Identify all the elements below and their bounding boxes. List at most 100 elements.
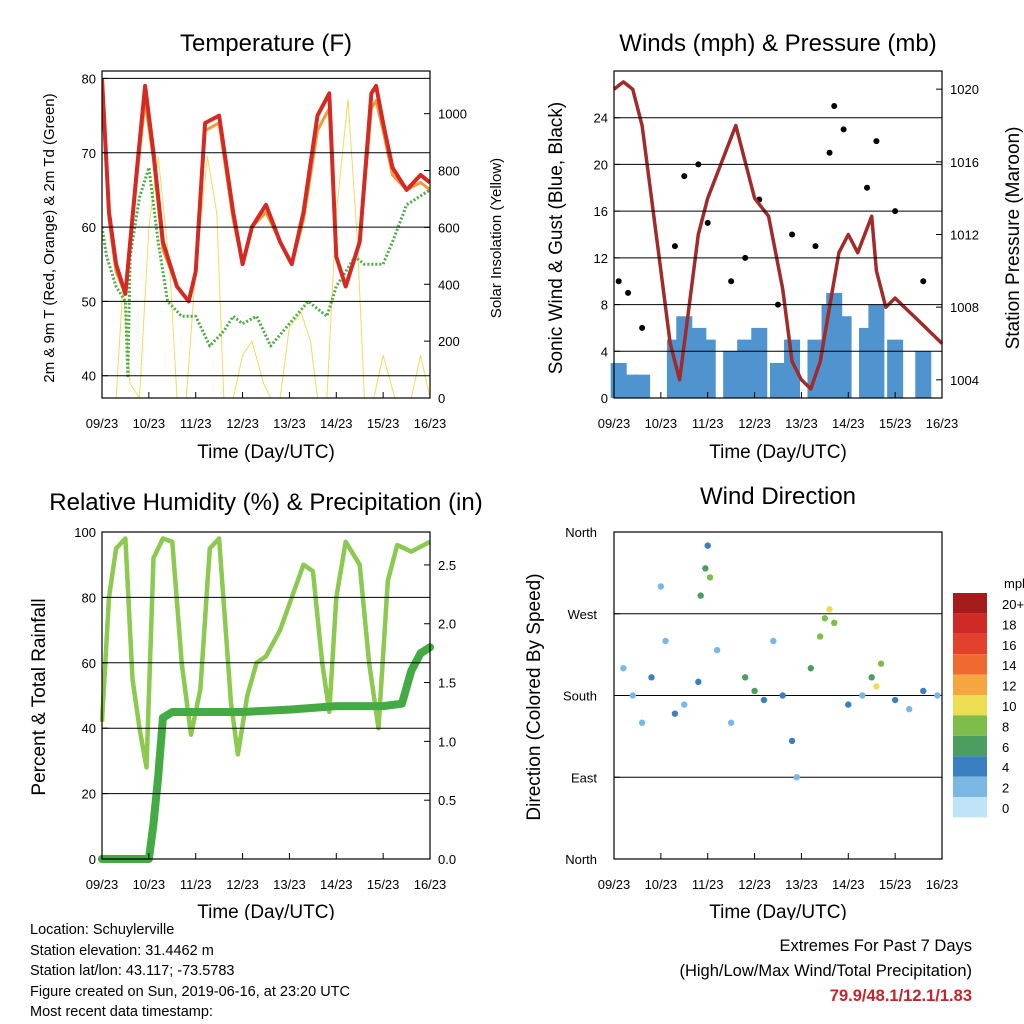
y-tick-label: 16 xyxy=(594,204,608,219)
extremes-values: 79.9/48.1/12.1/1.83 xyxy=(829,987,972,1005)
wind-direction-point xyxy=(788,737,796,745)
x-tick-label: 09/23 xyxy=(86,416,119,431)
wind-gust-point xyxy=(615,278,622,285)
wind-direction-point xyxy=(807,665,814,672)
y2-tick-label: 400 xyxy=(438,277,460,292)
y2-tick-label: 1004 xyxy=(950,373,979,388)
humidity-xlabel: Time (Day/UTC) xyxy=(197,902,335,920)
wind-direction-point xyxy=(859,692,866,699)
y2-tick-label: 1000 xyxy=(438,107,467,122)
wind-gust-point xyxy=(873,138,880,145)
extremes-summary: Extremes For Past 7 Days (High/Low/Max W… xyxy=(679,934,972,1009)
legend-swatch xyxy=(953,776,987,797)
wind-speed-mark xyxy=(835,316,852,398)
wind-gust-point xyxy=(789,231,796,238)
y2-tick-label: 0.0 xyxy=(438,852,456,867)
wind-direction-point xyxy=(779,692,786,699)
temperature-ylabel-left: 2m & 9m T (Red, Orange) & 2m Td (Green) xyxy=(41,93,58,382)
direction-tick-label: East xyxy=(571,770,597,785)
y-tick-label: 40 xyxy=(82,721,96,736)
x-tick-label: 09/23 xyxy=(598,416,631,431)
direction-tick-label: North xyxy=(565,525,597,540)
legend-label: 16 xyxy=(1002,638,1016,653)
wind-direction-point xyxy=(873,683,880,690)
wind-direction-point xyxy=(638,719,646,726)
y-tick-label: 80 xyxy=(82,590,96,605)
x-tick-label: 12/23 xyxy=(226,416,259,431)
x-tick-label: 16/23 xyxy=(414,877,447,892)
y-tick-label: 100 xyxy=(74,525,96,540)
y2-tick-label: 2.5 xyxy=(438,558,456,573)
x-tick-label: 14/23 xyxy=(320,877,353,892)
wind-direction-point xyxy=(831,619,838,627)
y-tick-label: 4 xyxy=(601,344,608,359)
x-tick-label: 15/23 xyxy=(367,416,400,431)
wind-speed-mark xyxy=(723,351,740,398)
wind-direction-point xyxy=(877,660,885,667)
winds-xlabel: Time (Day/UTC) xyxy=(709,442,847,463)
legend-label: 12 xyxy=(1002,679,1016,694)
wind-direction-panel: Wind Direction NorthEastSouthWestNorth09… xyxy=(524,483,1024,920)
y-tick-label: 0 xyxy=(601,391,608,406)
y2-tick-label: 1.5 xyxy=(438,676,456,691)
x-tick-label: 16/23 xyxy=(926,416,959,431)
legend-swatch xyxy=(953,695,987,716)
y-tick-label: 60 xyxy=(82,656,96,671)
x-tick-label: 16/23 xyxy=(414,416,447,431)
wind-direction-point xyxy=(770,637,777,645)
y-tick-label: 12 xyxy=(594,251,608,266)
legend-label: 4 xyxy=(1002,760,1009,775)
x-tick-label: 14/23 xyxy=(320,416,353,431)
legend-label: 0 xyxy=(1002,801,1009,816)
y2-tick-label: 200 xyxy=(438,334,460,349)
x-tick-label: 09/23 xyxy=(86,877,119,892)
wind-gust-point xyxy=(826,149,833,156)
temperature-ylabel-right: Solar Insolation (Yellow) xyxy=(488,158,505,318)
station-location: Location: Schuylerville xyxy=(30,922,175,938)
y2-tick-label: 1020 xyxy=(950,82,979,97)
legend-label: 6 xyxy=(1002,740,1009,755)
y-tick-label: 8 xyxy=(601,298,608,313)
wind-direction-point xyxy=(727,719,735,726)
wind-speed-mark xyxy=(751,327,768,398)
y2-tick-label: 800 xyxy=(438,164,460,179)
plot-frame xyxy=(101,70,431,399)
wind-gust-point xyxy=(840,126,847,133)
x-tick-label: 15/23 xyxy=(367,877,400,892)
x-tick-label: 11/23 xyxy=(692,416,724,431)
legend-label: 18 xyxy=(1002,617,1016,632)
humidity-plot-area: 0 20 40 60 80 100 0.0 0.5 1.0 1.5 2.0 2.5 09/23 10/23… xyxy=(74,525,456,892)
winds-ylabel-left: Sonic Wind & Gust (Blue, Black) xyxy=(546,102,567,374)
plot-frame xyxy=(613,70,943,399)
wind-direction-point xyxy=(671,710,679,717)
rh-line xyxy=(99,536,432,770)
wind-gust-point xyxy=(671,243,678,250)
wind-direction-title: Wind Direction xyxy=(700,483,856,510)
x-tick-label: 13/23 xyxy=(273,416,306,431)
x-tick-label: 13/23 xyxy=(273,877,306,892)
wind-gust-point xyxy=(639,324,646,331)
wind-direction-point xyxy=(629,692,636,699)
wind-direction-ylabel: Direction (Colored By Speed) xyxy=(524,573,545,820)
x-tick-label: 10/23 xyxy=(133,416,166,431)
y2-tick-label: 1012 xyxy=(950,228,979,243)
wind-direction-point xyxy=(906,705,913,713)
y2-tick-label: 1.0 xyxy=(438,734,456,749)
legend-swatch xyxy=(953,674,987,695)
wind-direction-point xyxy=(662,637,669,645)
legend-swatch xyxy=(953,715,987,736)
legend-label: 20+ xyxy=(1002,597,1024,612)
speed-color-legend: mph 20+ 18 16 14 12 10 8 6 4 2 0 xyxy=(953,576,1024,818)
y2-tick-label: 600 xyxy=(438,220,460,235)
wind-gust-point xyxy=(920,278,927,285)
wind-direction-point xyxy=(920,687,927,695)
wind-gust-point xyxy=(812,243,819,250)
temperature-xlabel: Time (Day/UTC) xyxy=(197,442,335,463)
legend-label: 2 xyxy=(1002,781,1009,796)
y2-tick-label: 1008 xyxy=(950,300,979,315)
wind-speed-mark xyxy=(620,374,637,398)
x-tick-label: 15/23 xyxy=(879,877,912,892)
wind-direction-point xyxy=(681,701,688,708)
